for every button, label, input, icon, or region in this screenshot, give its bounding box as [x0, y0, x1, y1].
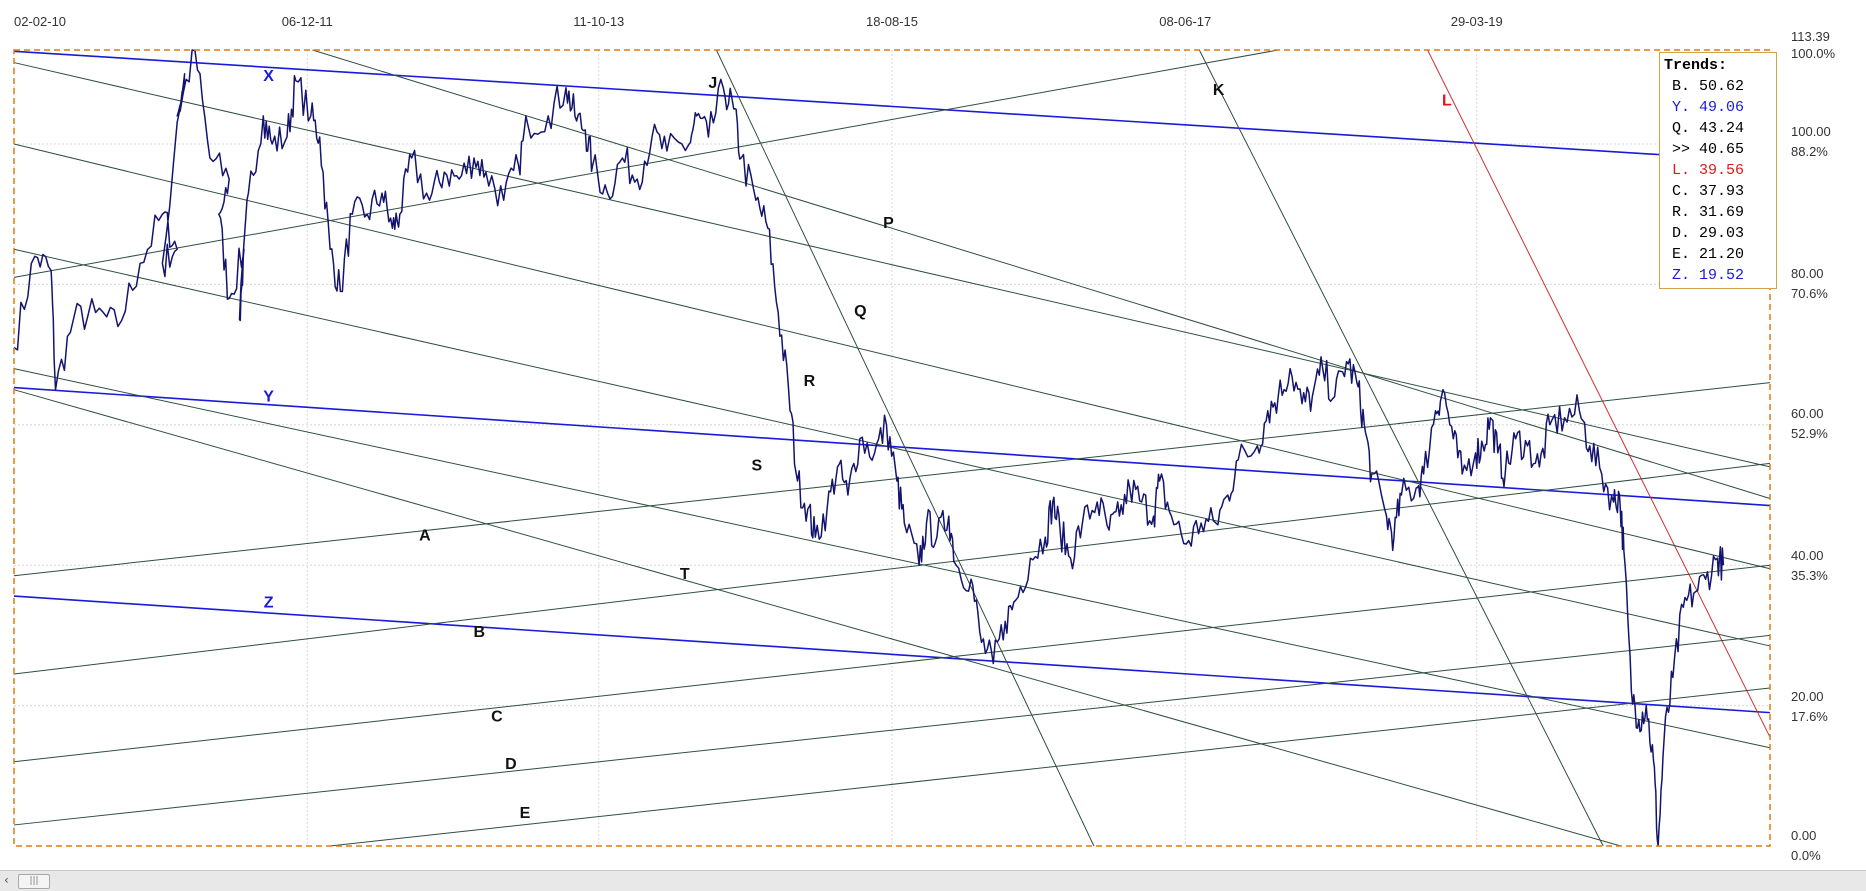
- trend-line-t: [13, 389, 1621, 847]
- x-tick-label: 08-06-17: [1159, 14, 1211, 29]
- trend-legend-value: 29.03: [1690, 225, 1745, 242]
- trend-legend-row: Q. 43.24: [1664, 118, 1772, 139]
- trend-line-y: [13, 386, 1771, 507]
- trend-line-s: [13, 368, 1771, 749]
- trend-line-label-j: J: [708, 75, 717, 92]
- trend-legend-label: Q.: [1672, 120, 1691, 137]
- price-series: [13, 49, 1725, 847]
- trend-legend-value: 49.06: [1690, 99, 1745, 116]
- trend-legend-value: 19.52: [1690, 267, 1745, 284]
- trend-legend-label: Z.: [1672, 267, 1691, 284]
- trend-line-label-e: E: [520, 805, 531, 822]
- trend-legend-label: C.: [1672, 183, 1691, 200]
- trend-legend-value: 39.56: [1690, 162, 1745, 179]
- trend-legend-label: L.: [1672, 162, 1691, 179]
- trend-legend-row: B. 50.62: [1664, 76, 1772, 97]
- trend-line-label-t: T: [680, 566, 690, 583]
- x-tick-label: 02-02-10: [14, 14, 66, 29]
- y-tick-percent: 70.6%: [1791, 286, 1828, 301]
- trend-legend-row: D. 29.03: [1664, 223, 1772, 244]
- trend-legend-value: 43.24: [1690, 120, 1745, 137]
- x-axis-ticks: 02-02-10 06-12-11 11-10-13 18-08-15 08-06-17…: [14, 14, 1503, 29]
- trend-line-label-y: Y: [263, 389, 274, 406]
- trend-line-labels: X Y Z J K L P Q R S T A B C D E: [263, 68, 1452, 822]
- x-tick-label: 06-12-11: [282, 14, 333, 29]
- y-tick-value: 20.00: [1791, 689, 1824, 704]
- trend-legend-value: 21.20: [1690, 246, 1745, 263]
- x-tick-label: 29-03-19: [1451, 14, 1503, 29]
- trend-legend-label: D.: [1672, 225, 1691, 242]
- y-axis-ticks: 113.39 100.0% 100.00 88.2% 80.00 70.6% 60.00 52…: [1791, 29, 1836, 863]
- y-tick-value: 0.00: [1791, 828, 1816, 843]
- trend-legend-label: >>: [1672, 141, 1691, 158]
- y-tick-percent: 88.2%: [1791, 144, 1828, 159]
- trend-line-a: [13, 382, 1771, 577]
- trend-line-r: [13, 248, 1771, 647]
- trend-lines: [13, 49, 1771, 847]
- trend-line-label-p: P: [883, 215, 894, 232]
- trend-legend-label: B.: [1672, 78, 1691, 95]
- trend-line-label-b: B: [474, 624, 486, 641]
- trend-line-label-l: L: [1442, 92, 1452, 109]
- trend-legend-row: Y. 49.06: [1664, 97, 1772, 118]
- scroll-left-arrow-icon[interactable]: ‹: [4, 873, 9, 887]
- x-tick-label: 11-10-13: [573, 14, 624, 29]
- trend-line-label-k: K: [1213, 82, 1225, 99]
- trend-line-d: [13, 634, 1771, 826]
- scroll-thumb[interactable]: |||: [18, 874, 50, 889]
- trends-title: Trends:: [1664, 57, 1728, 74]
- y-tick-value: 40.00: [1791, 548, 1824, 563]
- trend-legend-value: 31.69: [1690, 204, 1745, 221]
- trend-legend-value: 37.93: [1690, 183, 1745, 200]
- trend-line-label-r: R: [804, 373, 816, 390]
- trend-legend-value: 50.62: [1690, 78, 1745, 95]
- trend-line: [312, 49, 1771, 499]
- trend-line-x: [13, 50, 1771, 163]
- trend-legend-row: R. 31.69: [1664, 202, 1772, 223]
- trend-legend-label: E.: [1672, 246, 1691, 263]
- price-line: [13, 49, 1725, 847]
- trend-line-j: [715, 49, 1095, 847]
- y-tick-value: 80.00: [1791, 266, 1824, 281]
- x-tick-label: 18-08-15: [866, 14, 918, 29]
- trend-line-p: [13, 62, 1771, 468]
- trend-legend-value: 40.65: [1690, 141, 1745, 158]
- trend-line-b: [13, 462, 1771, 675]
- trend-line-label-c: C: [491, 709, 503, 726]
- y-tick-percent: 52.9%: [1791, 426, 1828, 441]
- horizontal-scrollbar[interactable]: ‹ |||: [0, 870, 1866, 891]
- trend-line-l: [1427, 49, 1771, 738]
- y-tick-percent: 0.0%: [1791, 848, 1821, 863]
- trend-legend-label: R.: [1672, 204, 1691, 221]
- trends-legend: Trends: B. 50.62 Y. 49.06 Q. 43.24 >> 40.65…: [1659, 52, 1777, 289]
- trend-line-e: [330, 687, 1771, 847]
- trend-legend-label: Y.: [1672, 99, 1691, 116]
- trend-line-label-z: Z: [264, 594, 274, 611]
- trend-line-label-q: Q: [854, 303, 866, 320]
- trend-line-label-s: S: [751, 457, 762, 474]
- trend-line-label-a: A: [419, 528, 431, 545]
- plot-frame: [13, 49, 1771, 847]
- trend-legend-row: C. 37.93: [1664, 181, 1772, 202]
- y-tick-percent: 35.3%: [1791, 568, 1828, 583]
- trend-line-c: [13, 564, 1771, 763]
- trend-legend-row: Z. 19.52: [1664, 265, 1772, 286]
- trend-line-label-x: X: [263, 68, 274, 85]
- trend-line-z: [13, 595, 1771, 714]
- trend-line-q: [13, 143, 1771, 570]
- y-tick-value: 60.00: [1791, 406, 1824, 421]
- y-tick-percent: 17.6%: [1791, 709, 1828, 724]
- trend-legend-row: >> 40.65: [1664, 139, 1772, 160]
- trend-line-label-d: D: [505, 756, 517, 773]
- grid: [13, 50, 1770, 846]
- y-tick-value: 100.00: [1791, 124, 1831, 139]
- trend-legend-row: L. 39.56: [1664, 160, 1772, 181]
- trend-legend-row: E. 21.20: [1664, 244, 1772, 265]
- y-tick-value: 113.39: [1791, 29, 1830, 44]
- y-tick-percent: 100.0%: [1791, 46, 1836, 61]
